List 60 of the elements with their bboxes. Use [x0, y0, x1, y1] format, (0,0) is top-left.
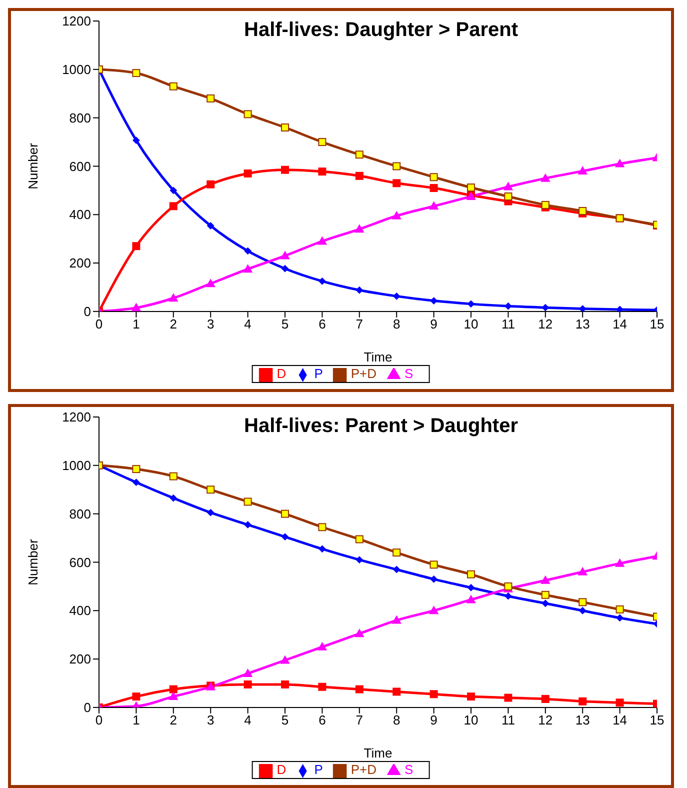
- x-tick-label: 5: [281, 316, 289, 332]
- x-tick-label: 8: [392, 712, 400, 728]
- x-tick-label: 11: [501, 316, 515, 332]
- legend-label: P: [314, 762, 323, 778]
- y-tick-label: 400: [69, 207, 91, 222]
- legend-label: P+D: [350, 366, 377, 382]
- x-tick-label: 4: [244, 712, 252, 728]
- x-tick-label: 15: [650, 712, 664, 728]
- x-tick-label: 11: [501, 712, 515, 728]
- x-tick-label: 8: [392, 316, 400, 332]
- x-tick-label: 13: [575, 712, 590, 728]
- x-tick-label: 14: [612, 712, 628, 728]
- x-tick-label: 6: [318, 316, 326, 332]
- x-tick-label: 15: [650, 316, 664, 332]
- x-tick-label: 3: [206, 712, 214, 728]
- y-tick-label: 600: [69, 158, 91, 174]
- x-tick-label: 10: [464, 712, 478, 728]
- y-tick-label: 1000: [62, 62, 91, 78]
- x-tick-label: 12: [538, 712, 553, 728]
- x-tick-label: 7: [356, 316, 364, 332]
- y-tick-label: 400: [69, 603, 91, 618]
- x-tick-label: 0: [95, 316, 103, 332]
- legend-label: D: [276, 366, 286, 382]
- x-tick-label: 13: [575, 316, 590, 332]
- x-axis-title: Time: [364, 745, 392, 760]
- y-tick-label: 800: [69, 506, 91, 522]
- x-tick-label: 2: [170, 712, 178, 728]
- x-tick-label: 5: [281, 712, 289, 728]
- x-tick-label: 3: [206, 316, 214, 332]
- y-axis-title: Number: [26, 538, 41, 586]
- x-tick-label: 10: [464, 316, 478, 332]
- chart-title: Half-lives: Parent > Daughter: [243, 415, 519, 438]
- y-tick-label: 0: [84, 304, 91, 320]
- x-tick-label: 9: [430, 316, 438, 332]
- y-tick-label: 1000: [62, 458, 91, 474]
- x-tick-label: 2: [170, 316, 178, 332]
- y-tick-label: 200: [69, 652, 91, 667]
- legend-label: D: [276, 762, 286, 778]
- y-tick-label: 200: [69, 256, 91, 271]
- x-tick-label: 1: [132, 316, 140, 332]
- legend-label: S: [404, 366, 414, 382]
- x-tick-label: 1: [132, 712, 140, 728]
- x-tick-label: 12: [538, 316, 553, 332]
- legend-label: S: [404, 762, 414, 778]
- x-tick-label: 4: [244, 316, 252, 332]
- x-tick-label: 14: [612, 316, 628, 332]
- x-tick-label: 0: [95, 712, 103, 728]
- y-tick-label: 0: [84, 700, 91, 716]
- y-tick-label: 1200: [62, 410, 91, 425]
- legend-label: P: [314, 366, 323, 382]
- y-tick-label: 600: [69, 554, 91, 570]
- y-tick-label: 1200: [62, 14, 91, 29]
- x-axis-title: Time: [364, 349, 392, 364]
- chart-title: Half-lives: Daughter > Parent: [243, 19, 519, 42]
- x-tick-label: 9: [430, 712, 438, 728]
- x-tick-label: 6: [318, 712, 326, 728]
- legend-label: P+D: [350, 762, 377, 778]
- x-tick-label: 7: [356, 712, 364, 728]
- y-axis-title: Number: [26, 142, 41, 190]
- y-tick-label: 800: [69, 110, 91, 126]
